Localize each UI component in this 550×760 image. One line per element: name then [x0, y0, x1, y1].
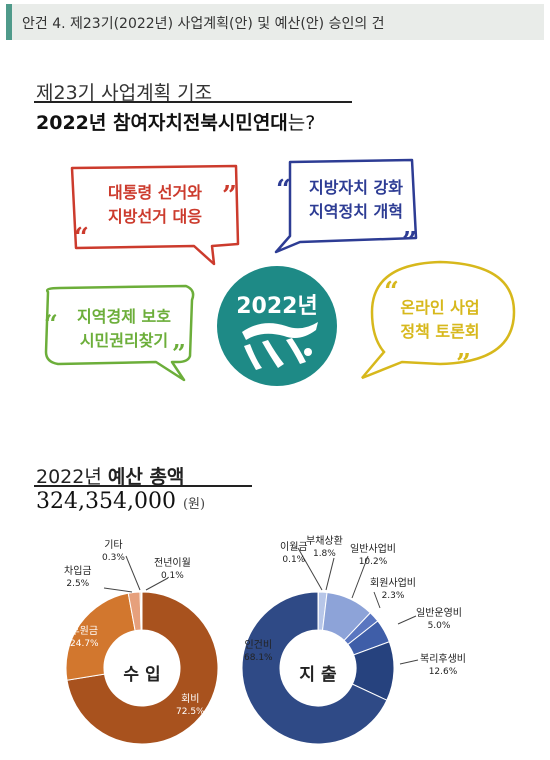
bubble-yellow-text: 온라인 사업 정책 토론회 — [380, 296, 500, 344]
income-label-dues: 회비 72.5% — [176, 694, 205, 718]
expense-label-general-project: 일반사업비 10.2% — [350, 544, 396, 568]
expense-label-carryover-name: 이월금 — [280, 542, 308, 553]
budget-title: 2022년 예산 총액 — [36, 462, 184, 489]
expense-label-operations-name: 일반운영비 — [416, 608, 462, 619]
bubble-blue — [274, 158, 418, 254]
bubble-green-line1: 지역경제 보호 — [77, 307, 171, 326]
quote-close-red-icon: ” — [222, 181, 237, 211]
plan-question-bold: 2022년 참여자치전북시민연대 — [36, 112, 288, 134]
income-label-donation-name: 후원금 — [70, 626, 99, 637]
bubble-green-line2: 시민권리찾기 — [79, 331, 169, 350]
quote-open-yellow-icon: “ — [384, 277, 399, 307]
expense-label-general-project-name: 일반사업비 — [350, 544, 396, 555]
expense-label-debt-name: 부채상환 — [306, 536, 343, 547]
income-label-carryover-pct: 0.1% — [160, 571, 184, 581]
budget-amount-unit: (원) — [182, 497, 206, 512]
bubble-yellow — [361, 260, 516, 380]
income-label-loan-name: 차입금 — [64, 566, 92, 577]
expense-label-debt-pct: 1.8% — [312, 549, 336, 559]
plan-subtitle: 제23기 사업계획 기조 — [36, 82, 213, 104]
expense-label-welfare-pct: 12.6% — [428, 667, 458, 677]
agenda-bar — [6, 4, 544, 40]
plan-question: 2022년 참여자치전북시민연대는? — [36, 108, 315, 135]
quote-close-green-icon: ” — [172, 339, 186, 368]
income-label-loan-pct: 2.5% — [66, 579, 90, 589]
quote-open-green-icon: “ — [44, 309, 58, 338]
budget-amount-value: 324,354,000 — [36, 489, 176, 514]
budget-divider — [34, 485, 252, 487]
budget-title-plain: 2022년 — [36, 466, 108, 488]
bubble-yellow-line2: 정책 토론회 — [400, 322, 480, 341]
income-label-carryover-name: 전년이월 — [154, 558, 191, 569]
bubble-blue-line1: 지방자치 강화 — [309, 178, 403, 197]
quote-close-blue-icon: ” — [402, 227, 417, 257]
leader-lines — [103, 547, 419, 665]
bubble-red-line2: 지방선거 대응 — [108, 207, 202, 226]
plan-divider — [34, 101, 352, 103]
income-label-gita: 기타 0.3% — [102, 540, 125, 564]
bubble-red — [70, 164, 240, 266]
income-label-dues-name: 회비 — [181, 694, 200, 705]
income-label-donation-pct: 24.7% — [70, 639, 99, 649]
expense-label-personnel-pct: 68.1% — [244, 653, 273, 663]
bubble-yellow-line1: 온라인 사업 — [400, 298, 480, 317]
income-slice-1 — [65, 592, 136, 681]
budget-title-bold: 예산 총액 — [107, 466, 185, 488]
bubble-red-text: 대통령 선거와 지방선거 대응 — [90, 181, 220, 229]
expense-label-carryover-pct: 0.1% — [282, 555, 306, 565]
income-center-label: 수 입 — [123, 665, 161, 685]
emblem-figure-icon — [242, 322, 318, 370]
expense-label-operations: 일반운영비 5.0% — [416, 608, 462, 632]
expense-slice-0 — [241, 591, 388, 745]
expense-label-general-project-pct: 10.2% — [358, 557, 388, 567]
income-label-donation: 후원금 24.7% — [70, 626, 99, 650]
income-slice-0 — [66, 591, 219, 745]
bubble-green-text: 지역경제 보호 시민권리찾기 — [54, 305, 194, 353]
expense-label-carryover: 이월금 0.1% — [280, 542, 308, 566]
plan-question-rest: 는? — [287, 112, 316, 134]
emblem-year: 2022년 — [236, 294, 318, 319]
bubble-blue-text: 지방자치 강화 지역정치 개혁 — [296, 176, 416, 224]
expense-label-personnel: 인건비 68.1% — [244, 640, 273, 664]
budget-amount: 324,354,000 (원) — [36, 489, 205, 514]
expense-label-welfare-name: 복리후생비 — [420, 654, 466, 665]
income-label-gita-pct: 0.3% — [102, 553, 125, 563]
expense-label-operations-pct: 5.0% — [427, 621, 451, 631]
income-label-dues-pct: 72.5% — [176, 707, 205, 717]
expense-label-debt: 부채상환 1.8% — [306, 536, 343, 560]
bubble-green — [44, 284, 195, 382]
bubble-red-line1: 대통령 선거와 — [108, 183, 202, 202]
income-label-loan: 차입금 2.5% — [64, 566, 92, 590]
expense-label-welfare: 복리후생비 12.6% — [420, 654, 466, 678]
income-label-carryover: 전년이월 0.1% — [154, 558, 191, 582]
agenda-title: 안건 4. 제23기(2022년) 사업계획(안) 및 예산(안) 승인의 건 — [22, 16, 385, 32]
income-label-gita-name: 기타 — [104, 540, 123, 551]
expense-label-personnel-name: 인건비 — [244, 640, 273, 651]
expense-center-label: 지 출 — [299, 665, 337, 685]
quote-open-red-icon: “ — [74, 223, 89, 253]
expense-label-member-project-pct: 2.3% — [381, 591, 405, 601]
quote-open-blue-icon: “ — [276, 175, 291, 205]
donut-expense — [241, 591, 395, 745]
bubble-blue-line2: 지역정치 개혁 — [309, 202, 403, 221]
quote-close-yellow-icon: ” — [456, 349, 471, 379]
agenda-accent-bar — [6, 4, 12, 40]
expense-label-member-project-name: 회원사업비 — [370, 578, 416, 589]
donut-income — [65, 591, 219, 745]
expense-label-member-project: 회원사업비 2.3% — [370, 578, 416, 602]
